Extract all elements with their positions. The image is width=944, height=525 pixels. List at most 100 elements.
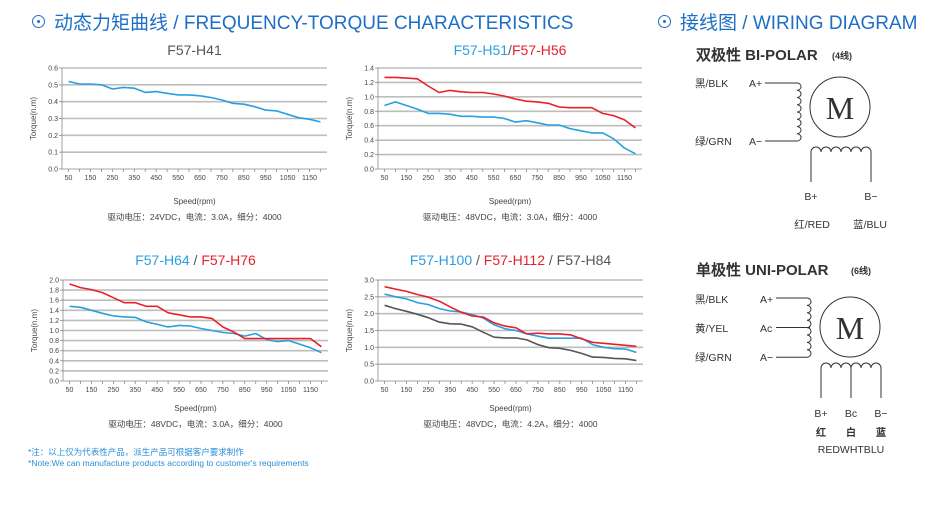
- x-tick-label: 650: [194, 175, 206, 182]
- x-tick-label: 550: [172, 175, 184, 182]
- chart-title-part: F57-H51: [453, 42, 509, 58]
- x-tick-label: 850: [239, 387, 251, 394]
- bipolar-note: (4线): [832, 50, 852, 61]
- chart-caption: 驱动电压：24VDC，电流：3.0A，细分：4000: [107, 212, 282, 222]
- x-tick-label: 1150: [618, 387, 633, 394]
- chart-title-part: /: [189, 252, 202, 268]
- unipolar-title: 单极性 UNI-POLAR: [696, 261, 829, 279]
- y-tick-label: 0.6: [49, 348, 59, 355]
- chart-title-part: /: [545, 252, 557, 268]
- x-tick-label: 550: [488, 175, 500, 182]
- y-tick-label: 3.0: [364, 278, 374, 285]
- y-tick-label: 0.0: [49, 379, 59, 386]
- x-tick-label: 850: [553, 175, 565, 182]
- y-tick-label: 0.0: [48, 167, 58, 174]
- y-tick-label: 1.2: [49, 318, 59, 325]
- y-tick-label: 0.3: [48, 116, 58, 123]
- wire-label: 绿/GRN: [695, 351, 732, 364]
- y-tick-label: 0.2: [364, 152, 374, 159]
- pin-label: B−: [864, 191, 877, 203]
- y-tick-label: 2.5: [364, 294, 374, 301]
- y-tick-label: 0.2: [49, 368, 59, 375]
- motor-symbol: M: [836, 310, 864, 346]
- x-tick-label: 50: [381, 175, 389, 182]
- y-tick-label: 0.5: [364, 362, 374, 369]
- pin-label: B−: [874, 408, 887, 420]
- section-header-torque: 动态力矩曲线 / FREQUENCY-TORQUE CHARACTERISTIC…: [32, 8, 573, 35]
- chart-title: F57-H64 / F57-H76: [135, 252, 256, 268]
- x-tick-label: 950: [260, 175, 272, 182]
- x-tick-label: 350: [444, 175, 456, 182]
- x-axis-label: Speed(rpm): [489, 197, 532, 206]
- x-tick-label: 150: [85, 175, 97, 182]
- x-tick-label: 350: [444, 387, 456, 394]
- y-tick-label: 1.4: [49, 308, 59, 315]
- x-tick-label: 250: [423, 387, 435, 394]
- x-tick-label: 450: [466, 387, 478, 394]
- x-tick-label: 750: [216, 175, 228, 182]
- motor-symbol: M: [826, 90, 854, 126]
- chart-title: F57-H100 / F57-H112 / F57-H84: [410, 252, 611, 268]
- wire-color: 蓝: [876, 426, 886, 439]
- x-tick-label: 1050: [281, 387, 297, 394]
- y-tick-label: 0.6: [364, 123, 374, 130]
- y-tick-label: 1.6: [49, 298, 59, 305]
- chart-title-part: F57-H64: [135, 252, 190, 268]
- chart-caption: 驱动电压：48VDC，电流：3.0A，细分：4000: [108, 419, 283, 429]
- x-tick-label: 850: [554, 387, 566, 394]
- circle-dot-icon: [32, 15, 45, 28]
- y-tick-label: 1.0: [364, 94, 374, 101]
- wire-label: 黑/BLK: [695, 294, 728, 306]
- x-tick-label: 750: [532, 387, 544, 394]
- wire-label: 红/RED: [794, 218, 830, 231]
- series-line-f57-h56: [384, 76, 636, 129]
- chart-title-part: /: [472, 252, 484, 268]
- chart-title-part: F57-H100: [409, 252, 473, 268]
- chart-title: F57-H41: [167, 42, 221, 58]
- pin-label: A+: [760, 294, 773, 306]
- x-tick-label: 150: [401, 175, 413, 182]
- x-tick-label: 350: [128, 175, 140, 182]
- y-tick-label: 0.6: [48, 66, 58, 73]
- y-axis-label: Torque(n.m): [345, 309, 354, 352]
- y-tick-label: 0.0: [364, 379, 374, 386]
- y-tick-label: 0.8: [49, 338, 59, 345]
- x-tick-label: 750: [217, 387, 229, 394]
- y-tick-label: 0.4: [364, 138, 374, 145]
- wire-label: 绿/GRN: [695, 135, 732, 148]
- x-tick-label: 950: [576, 387, 588, 394]
- pin-label: Bc: [845, 408, 857, 420]
- y-tick-label: 0.4: [49, 358, 59, 365]
- wire-label: 蓝/BLU: [853, 219, 887, 231]
- series-line-f57-h84: [384, 304, 637, 362]
- section-title: 接线图 / WIRING DIAGRAM: [680, 13, 918, 34]
- circle-dot-icon: [658, 15, 671, 28]
- unipolar-diagram: 单极性 UNI-POLAR (6线) 黑/BLK A+ 黄/YEL Ac 绿/G…: [695, 261, 888, 456]
- x-tick-label: 1150: [303, 387, 318, 394]
- y-tick-label: 1.0: [49, 328, 59, 335]
- chart-caption: 驱动电压：48VDC，电流：3.0A，细分：4000: [423, 212, 598, 222]
- pin-label: A−: [749, 136, 762, 148]
- x-tick-label: 1150: [617, 175, 632, 182]
- series-line-f57-h41: [68, 80, 321, 123]
- y-axis-label: Torque(n.m): [345, 97, 354, 140]
- note-cn: *注：以上仅为代表性产品，派生产品可根据客户要求制作: [28, 447, 244, 457]
- x-tick-label: 50: [65, 175, 73, 182]
- x-tick-label: 250: [422, 175, 434, 182]
- x-tick-label: 550: [488, 387, 500, 394]
- x-tick-label: 1050: [596, 387, 612, 394]
- chart-caption: 驱动电压：48VDC，电流：4.2A，细分：4000: [423, 419, 598, 429]
- series-line-f57-h64: [69, 305, 322, 354]
- wire-colors-en: REDWHTBLU: [818, 444, 885, 456]
- unipolar-note: (6线): [851, 265, 871, 276]
- chart-title-part: F57-H56: [511, 42, 567, 58]
- y-tick-label: 0.4: [48, 99, 58, 106]
- x-tick-label: 950: [261, 387, 273, 394]
- x-tick-label: 150: [401, 387, 413, 394]
- series-line-f57-h100: [384, 293, 637, 354]
- bipolar-title: 双极性 BI-POLAR: [696, 46, 818, 64]
- pin-label: Ac: [760, 323, 772, 335]
- y-tick-label: 2.0: [364, 311, 374, 318]
